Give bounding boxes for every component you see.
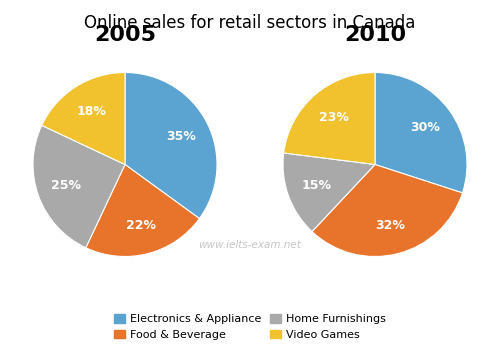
Legend: Electronics & Appliance, Food & Beverage, Home Furnishings, Video Games: Electronics & Appliance, Food & Beverage…	[110, 310, 390, 344]
Wedge shape	[375, 72, 467, 193]
Title: 2005: 2005	[94, 25, 156, 45]
Wedge shape	[86, 164, 200, 257]
Text: 35%: 35%	[166, 130, 196, 142]
Text: 22%: 22%	[126, 219, 156, 232]
Text: 23%: 23%	[318, 111, 348, 124]
Text: www.ielts-exam.net: www.ielts-exam.net	[198, 240, 302, 250]
Title: 2010: 2010	[344, 25, 406, 45]
Text: 32%: 32%	[376, 219, 406, 232]
Text: 25%: 25%	[51, 179, 81, 192]
Text: 30%: 30%	[410, 121, 440, 134]
Wedge shape	[284, 72, 375, 164]
Text: Online sales for retail sectors in Canada: Online sales for retail sectors in Canad…	[84, 14, 415, 32]
Text: 18%: 18%	[76, 105, 106, 118]
Wedge shape	[283, 153, 375, 232]
Wedge shape	[125, 72, 217, 219]
Wedge shape	[42, 72, 125, 164]
Wedge shape	[312, 164, 462, 257]
Wedge shape	[33, 125, 125, 248]
Text: 15%: 15%	[301, 179, 331, 192]
